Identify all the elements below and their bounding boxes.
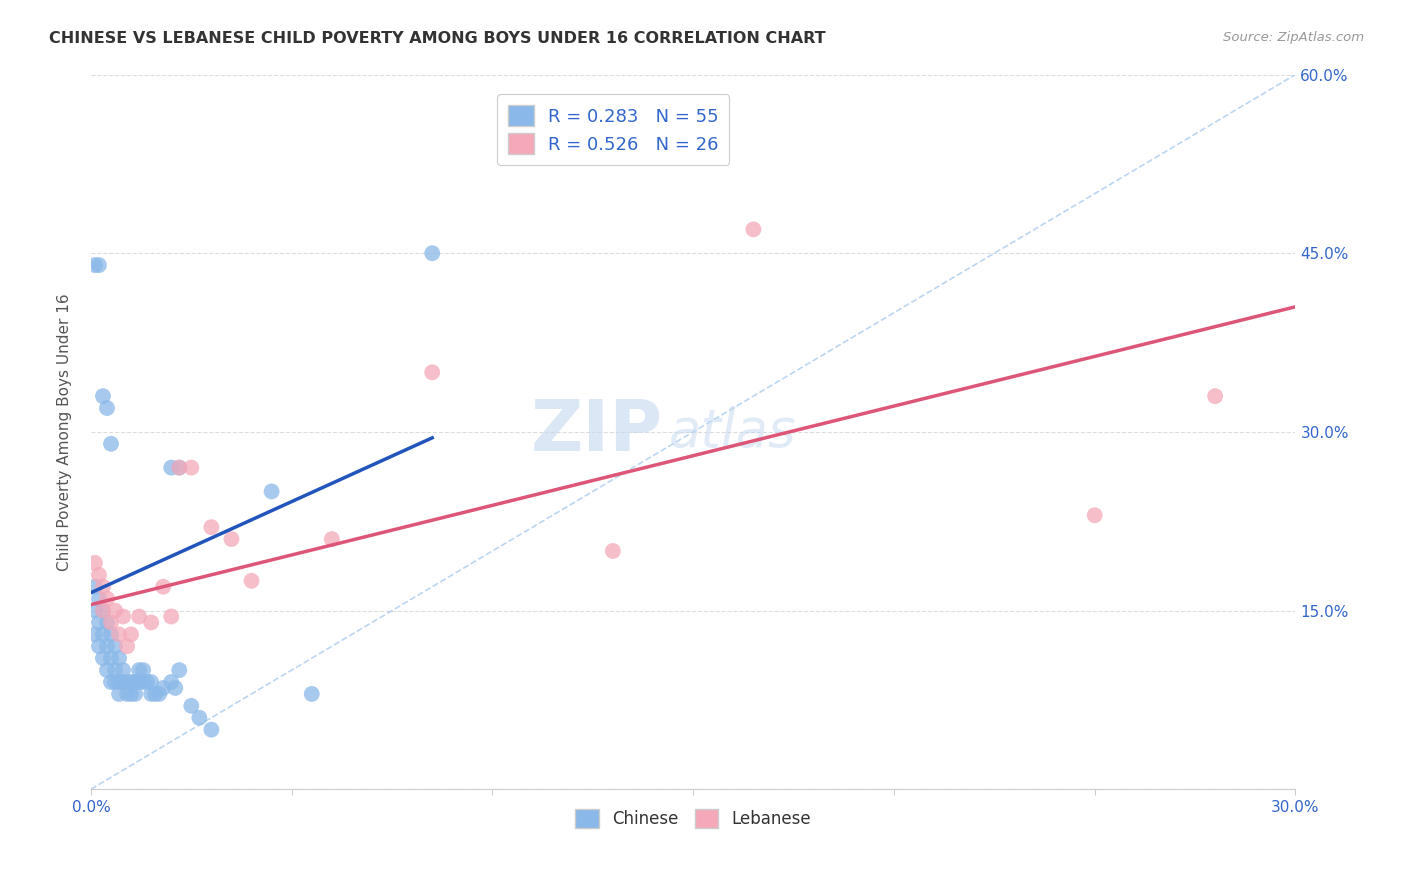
Point <box>91 627 114 641</box>
Point <box>84 580 107 594</box>
Point <box>141 675 163 690</box>
Point <box>141 615 163 630</box>
Point <box>120 675 142 690</box>
Point <box>132 663 155 677</box>
Point <box>104 663 127 677</box>
Point <box>160 675 183 690</box>
Point <box>742 222 765 236</box>
Point <box>180 698 202 713</box>
Point <box>165 681 187 695</box>
Point <box>1204 389 1226 403</box>
Point <box>167 460 190 475</box>
Point <box>96 663 118 677</box>
Point <box>112 675 135 690</box>
Point <box>152 580 174 594</box>
Point <box>87 258 110 272</box>
Point <box>108 675 131 690</box>
Point <box>96 401 118 415</box>
Point <box>104 603 127 617</box>
Point <box>167 663 190 677</box>
Point <box>200 520 222 534</box>
Point <box>100 675 122 690</box>
Point <box>104 675 127 690</box>
Point <box>128 609 150 624</box>
Y-axis label: Child Poverty Among Boys Under 16: Child Poverty Among Boys Under 16 <box>58 293 72 571</box>
Point <box>160 609 183 624</box>
Point <box>240 574 263 588</box>
Point <box>120 687 142 701</box>
Point <box>84 556 107 570</box>
Point <box>160 460 183 475</box>
Text: CHINESE VS LEBANESE CHILD POVERTY AMONG BOYS UNDER 16 CORRELATION CHART: CHINESE VS LEBANESE CHILD POVERTY AMONG … <box>49 31 825 46</box>
Legend: Chinese, Lebanese: Chinese, Lebanese <box>568 802 818 835</box>
Point <box>108 627 131 641</box>
Point <box>141 687 163 701</box>
Point <box>100 437 122 451</box>
Point <box>91 580 114 594</box>
Point <box>321 532 343 546</box>
Point <box>143 687 166 701</box>
Text: ZIP: ZIP <box>531 397 664 467</box>
Point <box>87 567 110 582</box>
Point <box>91 603 114 617</box>
Point <box>104 640 127 654</box>
Point <box>132 675 155 690</box>
Point <box>87 615 110 630</box>
Point <box>128 663 150 677</box>
Point <box>84 627 107 641</box>
Point <box>112 609 135 624</box>
Point <box>420 246 443 260</box>
Point <box>100 627 122 641</box>
Point <box>115 675 138 690</box>
Point <box>148 687 170 701</box>
Point <box>128 675 150 690</box>
Point <box>100 651 122 665</box>
Point <box>301 687 323 701</box>
Point <box>115 640 138 654</box>
Point <box>91 389 114 403</box>
Point <box>91 651 114 665</box>
Point <box>96 640 118 654</box>
Point <box>1084 508 1107 523</box>
Point <box>124 675 146 690</box>
Point <box>108 687 131 701</box>
Point <box>167 460 190 475</box>
Point <box>260 484 283 499</box>
Point <box>108 651 131 665</box>
Point <box>96 615 118 630</box>
Point <box>180 460 202 475</box>
Point <box>84 258 107 272</box>
Point <box>188 711 211 725</box>
Point <box>87 640 110 654</box>
Text: atlas: atlas <box>669 406 797 458</box>
Point <box>96 591 118 606</box>
Text: Source: ZipAtlas.com: Source: ZipAtlas.com <box>1223 31 1364 45</box>
Point <box>87 591 110 606</box>
Point <box>112 663 135 677</box>
Point <box>136 675 159 690</box>
Point <box>100 615 122 630</box>
Point <box>124 687 146 701</box>
Point <box>221 532 243 546</box>
Point <box>200 723 222 737</box>
Point <box>602 544 624 558</box>
Point <box>115 687 138 701</box>
Point <box>84 603 107 617</box>
Point <box>152 681 174 695</box>
Point <box>91 603 114 617</box>
Point <box>420 365 443 379</box>
Point <box>120 627 142 641</box>
